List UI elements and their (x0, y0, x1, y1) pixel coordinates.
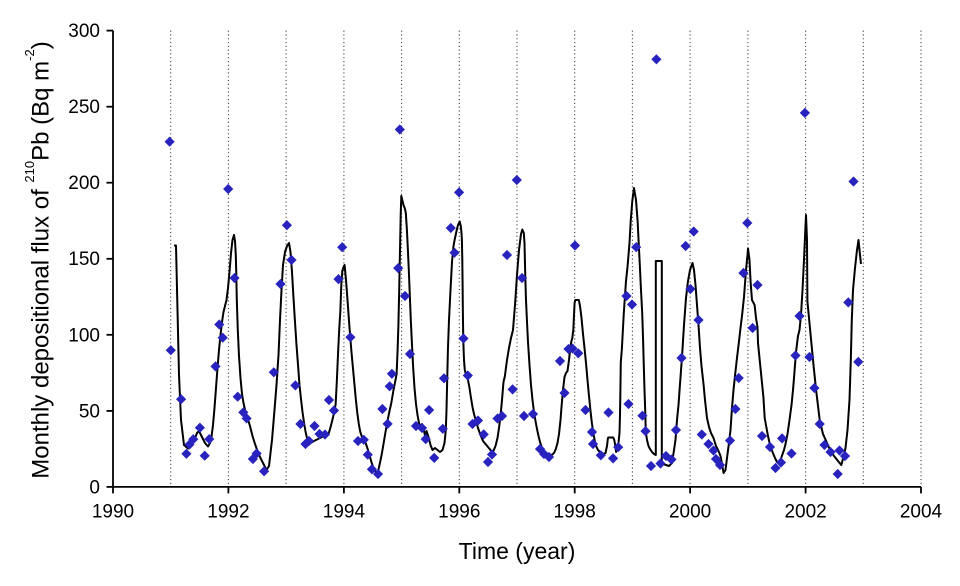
svg-text:2002: 2002 (784, 502, 826, 523)
svg-text:Time (year): Time (year) (459, 538, 576, 564)
svg-text:300: 300 (68, 21, 100, 42)
svg-text:50: 50 (79, 401, 100, 422)
svg-text:200: 200 (68, 173, 100, 194)
svg-text:Monthly depositional flux of: Monthly depositional flux of 210Pb (Bq m… (22, 41, 55, 478)
svg-text:1992: 1992 (207, 502, 249, 523)
svg-text:1994: 1994 (323, 502, 366, 523)
svg-text:1996: 1996 (438, 502, 480, 523)
svg-text:100: 100 (68, 325, 100, 346)
svg-text:1998: 1998 (554, 502, 596, 523)
svg-text:1990: 1990 (92, 502, 134, 523)
svg-text:2004: 2004 (900, 502, 943, 523)
svg-text:2000: 2000 (669, 502, 711, 523)
svg-text:150: 150 (68, 249, 100, 270)
svg-text:250: 250 (68, 97, 100, 118)
svg-text:0: 0 (89, 477, 100, 498)
